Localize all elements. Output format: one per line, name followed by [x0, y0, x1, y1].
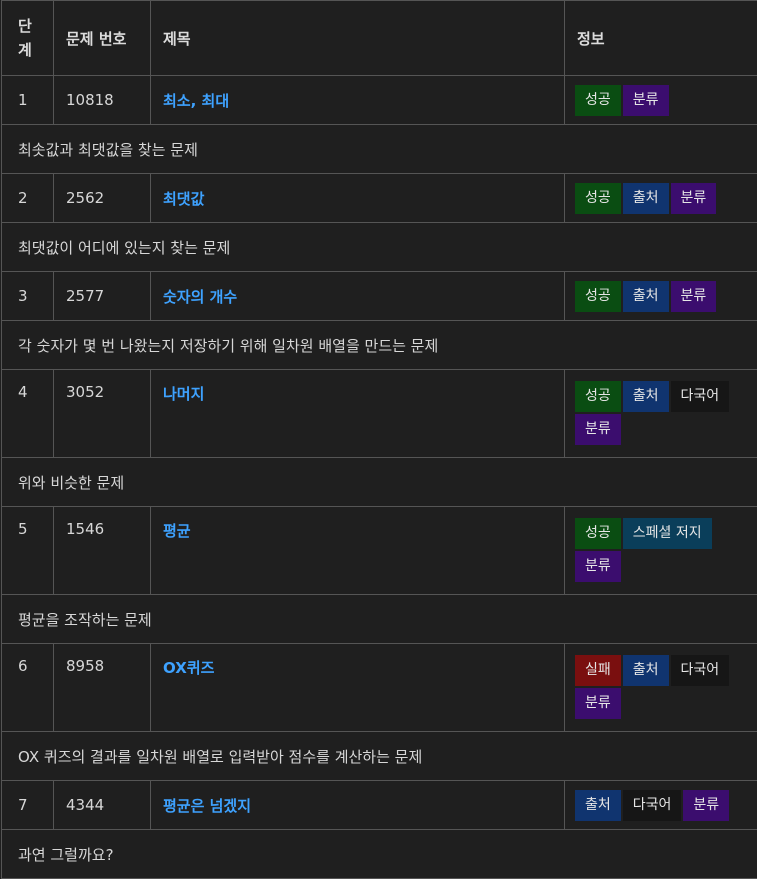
- problem-info: 성공 출처 분류: [565, 174, 757, 223]
- problem-level: 1: [2, 76, 54, 125]
- tag-success[interactable]: 성공: [575, 85, 621, 116]
- tag-success[interactable]: 성공: [575, 518, 621, 549]
- problem-description: 최댓값이 어디에 있는지 찾는 문제: [2, 223, 757, 272]
- tag-category[interactable]: 분류: [671, 183, 717, 214]
- tag-category[interactable]: 분류: [683, 790, 729, 821]
- problem-level: 6: [2, 644, 54, 732]
- problem-title-cell: 최소, 최대: [151, 76, 565, 125]
- problem-row: 2 2562 최댓값 성공 출처 분류: [2, 174, 757, 223]
- header-level-label: 단계: [18, 14, 33, 62]
- tag-success[interactable]: 성공: [575, 381, 621, 412]
- problem-number[interactable]: 2562: [54, 174, 151, 223]
- problem-description: 최솟값과 최댓값을 찾는 문제: [2, 125, 757, 174]
- problem-row: 3 2577 숫자의 개수 성공 출처 분류: [2, 272, 757, 321]
- problem-title-cell: 평균: [151, 507, 565, 595]
- problem-info: 성공 출처 분류: [565, 272, 757, 321]
- tag-special-judge[interactable]: 스페셜 저지: [623, 518, 712, 549]
- tag-success[interactable]: 성공: [575, 183, 621, 214]
- problem-info: 출처 다국어 분류: [565, 781, 757, 830]
- tag-source[interactable]: 출처: [623, 655, 669, 686]
- problem-title-link[interactable]: 숫자의 개수: [163, 288, 237, 306]
- problem-title-cell: 평균은 넘겠지: [151, 781, 565, 830]
- problem-info: 실패 출처 다국어 분류: [565, 644, 757, 732]
- tag-source[interactable]: 출처: [623, 381, 669, 412]
- problem-info: 성공 출처 다국어 분류: [565, 370, 757, 458]
- tag-fail[interactable]: 실패: [575, 655, 621, 686]
- problem-description-row: 과연 그럴까요?: [2, 830, 757, 879]
- problem-row: 6 8958 OX퀴즈 실패 출처 다국어 분류: [2, 644, 757, 732]
- problem-number[interactable]: 2577: [54, 272, 151, 321]
- problem-description: 과연 그럴까요?: [2, 830, 757, 879]
- problem-number[interactable]: 10818: [54, 76, 151, 125]
- problem-description: 각 숫자가 몇 번 나왔는지 저장하기 위해 일차원 배열을 만드는 문제: [2, 321, 757, 370]
- problem-description-row: 평균을 조작하는 문제: [2, 595, 757, 644]
- problem-row: 7 4344 평균은 넘겠지 출처 다국어 분류: [2, 781, 757, 830]
- problem-description-row: 위와 비슷한 문제: [2, 458, 757, 507]
- problem-title-cell: 숫자의 개수: [151, 272, 565, 321]
- problem-level: 7: [2, 781, 54, 830]
- problem-description-row: OX 퀴즈의 결과를 일차원 배열로 입력받아 점수를 계산하는 문제: [2, 732, 757, 781]
- problem-title-cell: OX퀴즈: [151, 644, 565, 732]
- tag-source[interactable]: 출처: [623, 183, 669, 214]
- problem-level: 4: [2, 370, 54, 458]
- problem-number[interactable]: 3052: [54, 370, 151, 458]
- problem-description: OX 퀴즈의 결과를 일차원 배열로 입력받아 점수를 계산하는 문제: [2, 732, 757, 781]
- tag-multilang[interactable]: 다국어: [671, 381, 730, 412]
- problem-title-link[interactable]: 최소, 최대: [163, 92, 229, 110]
- problem-title-cell: 최댓값: [151, 174, 565, 223]
- problem-number[interactable]: 1546: [54, 507, 151, 595]
- problem-number[interactable]: 8958: [54, 644, 151, 732]
- problem-info: 성공 스페셜 저지 분류: [565, 507, 757, 595]
- tag-category[interactable]: 분류: [671, 281, 717, 312]
- problem-info: 성공 분류: [565, 76, 757, 125]
- problem-description: 평균을 조작하는 문제: [2, 595, 757, 644]
- problem-level: 2: [2, 174, 54, 223]
- problem-row: 5 1546 평균 성공 스페셜 저지 분류: [2, 507, 757, 595]
- problem-title-cell: 나머지: [151, 370, 565, 458]
- tag-category[interactable]: 분류: [575, 414, 621, 445]
- tag-multilang[interactable]: 다국어: [623, 790, 682, 821]
- problem-level: 5: [2, 507, 54, 595]
- problem-description-row: 최댓값이 어디에 있는지 찾는 문제: [2, 223, 757, 272]
- header-info: 정보: [565, 1, 757, 76]
- problem-description: 위와 비슷한 문제: [2, 458, 757, 507]
- tag-source[interactable]: 출처: [575, 790, 621, 821]
- problem-title-link[interactable]: 평균: [163, 522, 191, 540]
- problem-title-link[interactable]: OX퀴즈: [163, 659, 214, 677]
- problem-row: 1 10818 최소, 최대 성공 분류: [2, 76, 757, 125]
- problem-description-row: 각 숫자가 몇 번 나왔는지 저장하기 위해 일차원 배열을 만드는 문제: [2, 321, 757, 370]
- header-number[interactable]: 문제 번호: [54, 1, 151, 76]
- tag-multilang[interactable]: 다국어: [671, 655, 730, 686]
- header-level: 단계: [2, 1, 54, 76]
- problem-level: 3: [2, 272, 54, 321]
- problem-title-link[interactable]: 최댓값: [163, 190, 204, 208]
- problem-title-link[interactable]: 평균은 넘겠지: [163, 797, 251, 815]
- tag-category[interactable]: 분류: [575, 688, 621, 719]
- tag-source[interactable]: 출처: [623, 281, 669, 312]
- tag-category[interactable]: 분류: [623, 85, 669, 116]
- problem-title-link[interactable]: 나머지: [163, 385, 204, 403]
- problem-row: 4 3052 나머지 성공 출처 다국어 분류: [2, 370, 757, 458]
- header-title[interactable]: 제목: [151, 1, 565, 76]
- problem-number[interactable]: 4344: [54, 781, 151, 830]
- tag-success[interactable]: 성공: [575, 281, 621, 312]
- tag-category[interactable]: 분류: [575, 551, 621, 582]
- table-header-row: 단계 문제 번호 제목 정보: [2, 1, 757, 76]
- problem-description-row: 최솟값과 최댓값을 찾는 문제: [2, 125, 757, 174]
